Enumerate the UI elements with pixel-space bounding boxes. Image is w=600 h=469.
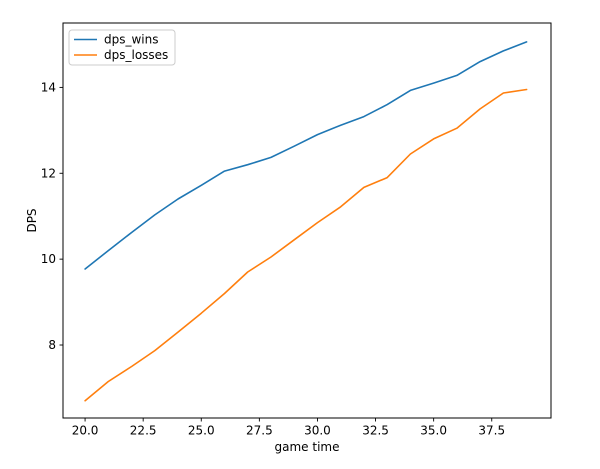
y-tick-label: 12 xyxy=(41,166,56,180)
legend-label-dps_wins: dps_wins xyxy=(104,33,159,47)
y-tick-label: 14 xyxy=(41,80,56,94)
x-tick-label: 30.0 xyxy=(304,424,331,438)
x-tick-label: 32.5 xyxy=(362,424,389,438)
x-axis-label: game time xyxy=(275,440,340,454)
y-tick-label: 10 xyxy=(41,252,56,266)
series-line-dps_wins xyxy=(84,41,528,270)
y-axis-label: DPS xyxy=(25,208,39,232)
x-tick-label: 20.0 xyxy=(72,424,99,438)
y-tick-label: 8 xyxy=(48,338,56,352)
x-tick-label: 35.0 xyxy=(420,424,447,438)
x-tick-label: 25.0 xyxy=(188,424,215,438)
x-tick-label: 22.5 xyxy=(130,424,157,438)
legend-label-dps_losses: dps_losses xyxy=(104,48,168,62)
plot-area xyxy=(63,23,551,418)
series-line-dps_losses xyxy=(84,88,528,402)
x-tick-label: 27.5 xyxy=(246,424,273,438)
plot-border xyxy=(62,22,552,419)
x-tick-label: 37.5 xyxy=(478,424,505,438)
